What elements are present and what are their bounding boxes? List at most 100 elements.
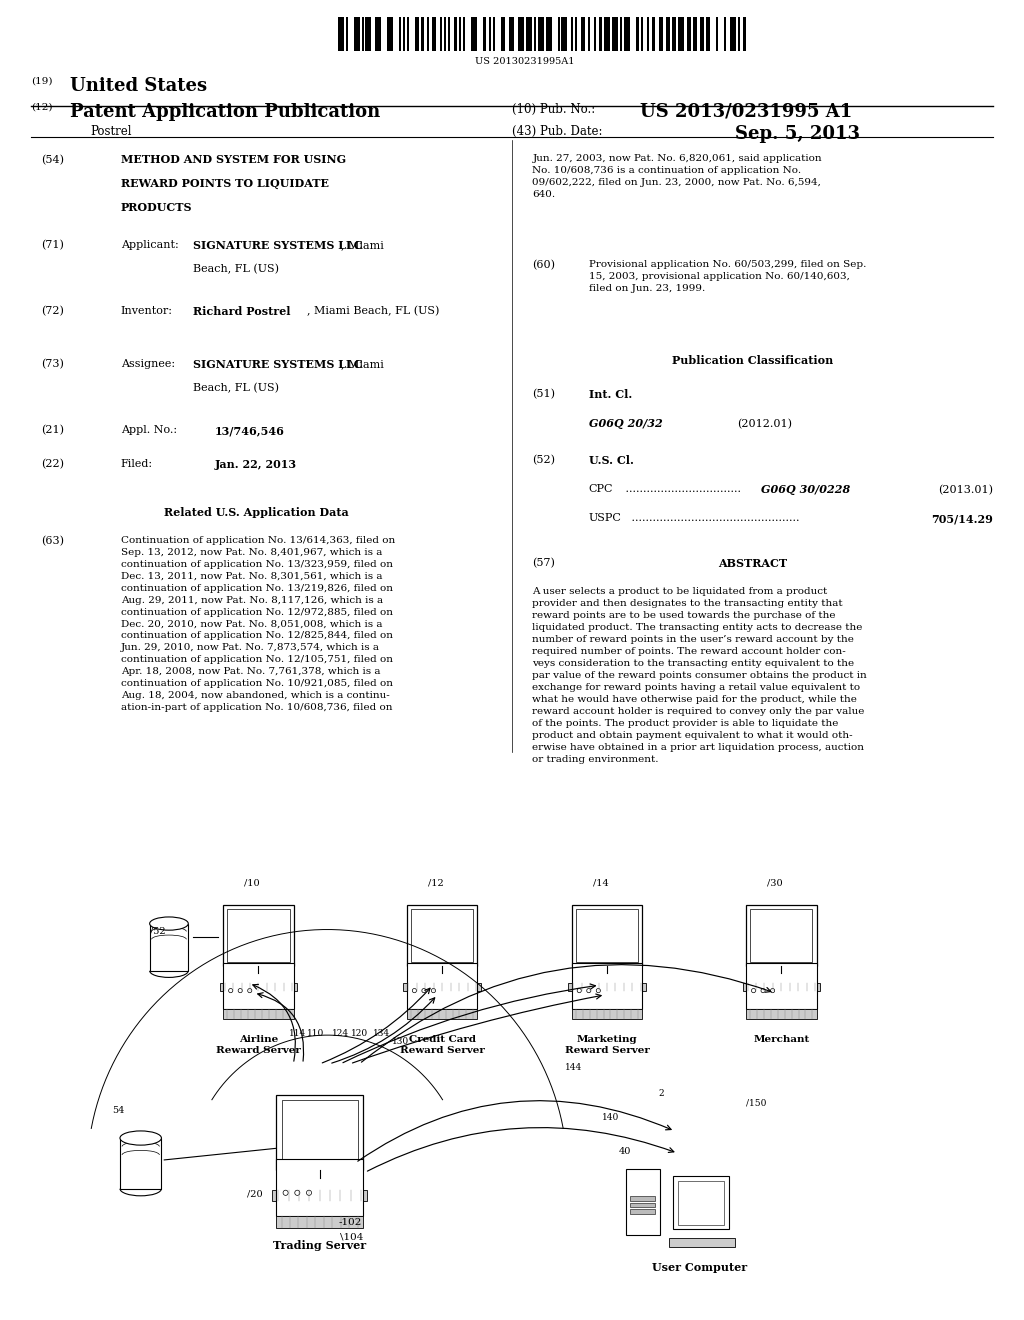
Circle shape [431,989,435,993]
Text: (71): (71) [41,240,63,251]
Bar [494,17,496,51]
FancyArrowPatch shape [343,983,595,1063]
Bar [421,17,424,51]
Text: 13/746,546: 13/746,546 [215,425,285,436]
Bar [488,17,490,51]
Text: (63): (63) [41,536,63,546]
Bar [282,1100,357,1164]
FancyArrowPatch shape [323,989,430,1063]
Text: 140: 140 [602,1114,620,1122]
Text: Beach, FL (US): Beach, FL (US) [193,264,279,275]
FancyArrowPatch shape [332,998,435,1063]
Circle shape [283,1191,288,1196]
Bar [346,17,348,51]
Text: United States: United States [70,77,207,95]
Bar [641,17,643,51]
Text: 110: 110 [307,1030,325,1038]
Text: US 2013/0231995 A1: US 2013/0231995 A1 [640,103,852,121]
Bar [631,1196,655,1201]
Text: (19): (19) [31,77,52,86]
Bar [687,17,691,51]
Bar [693,17,696,51]
Text: Assignee:: Assignee: [121,359,175,370]
Circle shape [752,989,756,993]
Text: , Miami: , Miami [341,240,384,251]
Text: CPC: CPC [589,484,613,495]
Text: Richard Postrel: Richard Postrel [193,306,290,317]
Bar [707,17,710,51]
Bar [753,973,810,981]
FancyArrowPatch shape [352,994,601,1063]
Bar [575,909,638,962]
Text: 2: 2 [658,1089,665,1097]
Text: 120: 120 [351,1030,368,1038]
Bar [594,17,596,51]
Bar [407,906,477,966]
Text: (60): (60) [532,260,555,271]
Text: REWARD POINTS TO LIQUIDATE: REWARD POINTS TO LIQUIDATE [121,178,329,189]
Text: Sep. 5, 2013: Sep. 5, 2013 [735,125,860,144]
Text: 124: 124 [332,1030,349,1038]
Text: (2013.01): (2013.01) [938,484,993,495]
Text: USPC: USPC [589,513,622,524]
Text: -102: -102 [339,1217,361,1226]
Text: G06Q 20/32: G06Q 20/32 [589,418,663,429]
Bar [631,1203,655,1208]
Bar [150,924,188,970]
Bar [599,17,601,51]
Text: (12): (12) [31,103,52,112]
Bar [454,17,458,51]
Bar [631,1209,655,1214]
Text: Trading Server: Trading Server [273,1239,367,1250]
Text: 134: 134 [374,1030,390,1038]
Text: Provisional application No. 60/503,299, filed on Sep.
15, 2003, provisional appl: Provisional application No. 60/503,299, … [589,260,866,293]
Bar [223,962,294,1010]
Text: SIGNATURE SYSTEMS LLC: SIGNATURE SYSTEMS LLC [193,359,362,370]
Bar [427,17,429,51]
Text: ABSTRACT: ABSTRACT [718,558,787,569]
Bar [398,17,400,51]
Text: (54): (54) [41,154,63,165]
Bar [285,1177,354,1188]
Text: US 20130231995A1: US 20130231995A1 [474,57,574,66]
Bar [375,17,381,51]
Bar [546,17,552,51]
Text: User Computer: User Computer [652,1262,746,1272]
Bar [746,1010,816,1019]
Bar [730,17,736,51]
Bar [571,906,642,966]
Text: 144: 144 [564,1063,582,1072]
Circle shape [306,1191,311,1196]
Circle shape [596,989,600,993]
Bar [272,1191,368,1201]
Text: Filed:: Filed: [121,459,153,470]
Circle shape [295,1191,300,1196]
Bar [647,17,649,51]
Bar [571,1010,642,1019]
Text: , Miami: , Miami [341,359,384,370]
Text: .................................: ................................. [622,484,740,495]
Bar [667,17,670,51]
Text: (72): (72) [41,306,63,317]
Bar [403,983,481,991]
Bar [230,973,287,981]
FancyArrowPatch shape [361,965,771,1063]
Text: METHOD AND SYSTEM FOR USING: METHOD AND SYSTEM FOR USING [121,154,346,165]
Text: Postrel: Postrel [90,125,132,139]
Bar [276,1159,362,1216]
Bar [361,17,364,51]
Circle shape [587,989,591,993]
Circle shape [770,989,775,993]
Text: Publication Classification: Publication Classification [672,355,834,366]
FancyArrowPatch shape [357,1101,671,1162]
Bar [626,1170,659,1234]
Text: Jun. 27, 2003, now Pat. No. 6,820,061, said application
No. 10/608,736 is a cont: Jun. 27, 2003, now Pat. No. 6,820,061, s… [532,154,822,199]
Text: (21): (21) [41,425,63,436]
Text: (51): (51) [532,389,555,400]
Circle shape [761,989,765,993]
Bar [571,962,642,1010]
Text: (73): (73) [41,359,63,370]
Text: 130: 130 [392,1036,410,1045]
Bar [669,1238,735,1246]
Bar [738,17,739,51]
